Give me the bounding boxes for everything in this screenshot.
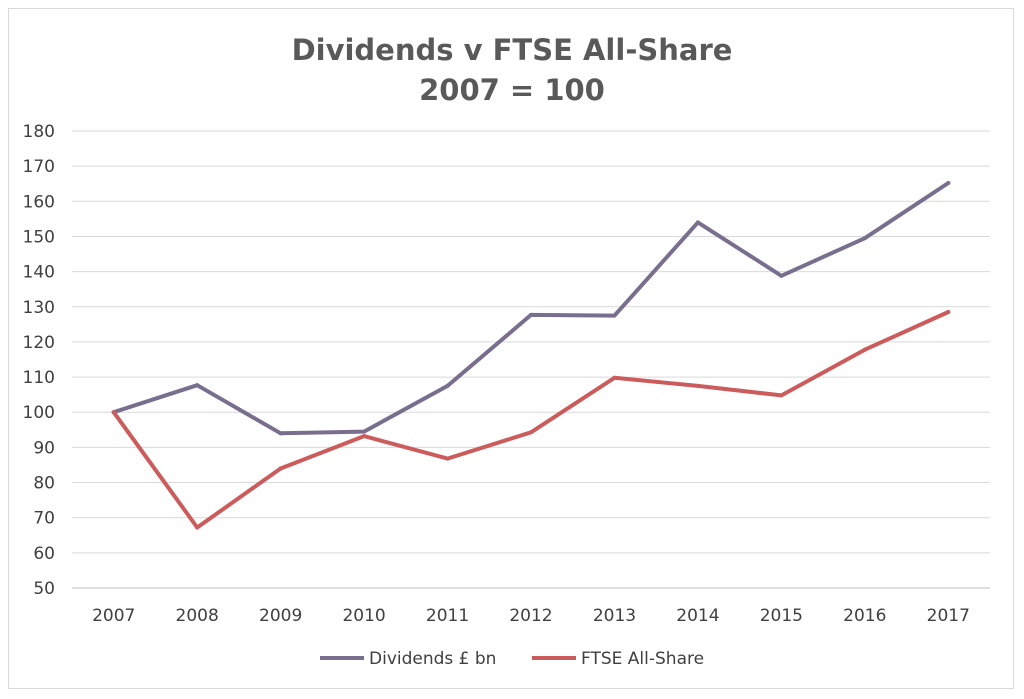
- gridlines: [72, 130, 990, 589]
- y-tick-label: 130: [23, 298, 55, 318]
- y-tick-label: 70: [33, 509, 55, 529]
- y-tick-label: 60: [33, 544, 55, 564]
- y-tick-label: 160: [23, 192, 55, 212]
- y-tick-label: 90: [33, 438, 55, 458]
- data-point: [946, 310, 951, 315]
- y-tick-label: 120: [23, 333, 55, 353]
- series-lines: [111, 181, 951, 530]
- y-axis-ticks: 180 170 160 150 140 130 120 110 100 90 80 70 60 50: [23, 122, 55, 599]
- data-point: [445, 383, 450, 388]
- data-point: [695, 220, 700, 225]
- data-point: [862, 236, 867, 241]
- x-tick-label: 2010: [342, 606, 385, 626]
- x-tick-label: 2017: [927, 606, 970, 626]
- data-point: [946, 181, 951, 186]
- data-point: [862, 347, 867, 352]
- x-tick-label: 2016: [843, 606, 886, 626]
- data-point: [445, 456, 450, 461]
- data-point: [779, 393, 784, 398]
- data-point: [612, 313, 617, 318]
- y-tick-label: 80: [33, 474, 55, 494]
- series-line-dividends: [111, 181, 951, 436]
- legend-label: FTSE All-Share: [581, 649, 704, 669]
- series-line-ftse-all-share: [111, 310, 951, 530]
- x-axis-ticks: 2007 2008 2009 2010 2011 2012 2013 2014 2015 2016…: [92, 606, 970, 626]
- data-point: [195, 525, 200, 530]
- x-tick-label: 2009: [259, 606, 302, 626]
- data-point: [529, 430, 533, 435]
- x-tick-label: 2015: [760, 606, 803, 626]
- y-tick-label: 150: [23, 227, 55, 247]
- chart-subtitle: 2007 = 100: [419, 73, 605, 107]
- data-point: [529, 312, 533, 317]
- data-point: [612, 375, 617, 380]
- x-tick-label: 2008: [176, 606, 219, 626]
- y-tick-label: 140: [23, 263, 55, 283]
- y-tick-label: 110: [23, 368, 55, 388]
- data-point: [695, 383, 700, 388]
- x-tick-label: 2013: [593, 606, 636, 626]
- y-tick-label: 50: [33, 579, 55, 599]
- chart-title: Dividends v FTSE All-Share: [291, 33, 733, 67]
- x-tick-label: 2011: [426, 606, 469, 626]
- data-point: [779, 273, 784, 278]
- data-point: [278, 466, 283, 471]
- data-point: [278, 431, 283, 436]
- data-point: [111, 410, 116, 415]
- legend: Dividends £ bn FTSE All-Share: [320, 649, 704, 669]
- x-tick-label: 2014: [676, 606, 719, 626]
- data-point: [195, 383, 200, 388]
- y-tick-label: 100: [23, 403, 55, 423]
- chart-frame: [8, 8, 1014, 689]
- y-tick-label: 180: [23, 122, 55, 142]
- y-tick-label: 170: [23, 157, 55, 177]
- x-tick-label: 2007: [92, 606, 135, 626]
- legend-label: Dividends £ bn: [369, 649, 496, 669]
- data-point: [362, 429, 367, 434]
- data-point: [362, 434, 367, 439]
- chart-title-block: Dividends v FTSE All-Share 2007 = 100: [0, 30, 1024, 110]
- x-tick-label: 2012: [509, 606, 552, 626]
